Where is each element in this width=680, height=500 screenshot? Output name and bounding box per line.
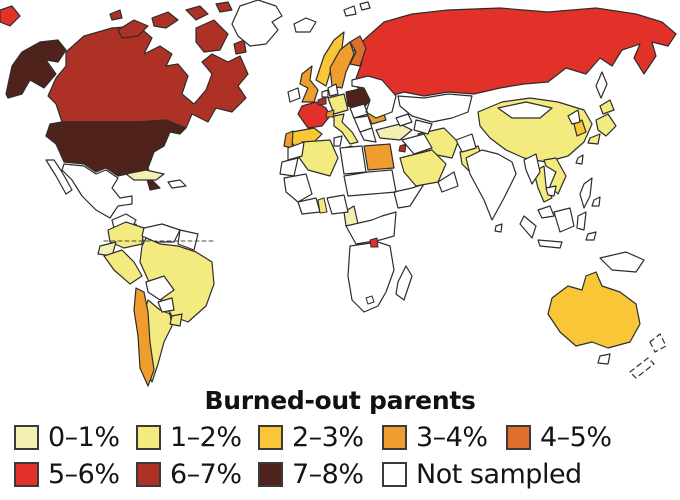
legend-item-6-7: 6–7% bbox=[136, 458, 242, 490]
map-region-cuba bbox=[125, 169, 165, 181]
legend-item-4-5: 4–5% bbox=[506, 421, 612, 453]
map-region-brazil bbox=[139, 237, 215, 323]
map-regions-asia-not-sampled bbox=[395, 71, 645, 273]
map-region-russia bbox=[353, 7, 677, 97]
map-region-norway bbox=[315, 31, 345, 87]
legend-item-2-3: 2–3% bbox=[258, 421, 364, 453]
map-regions-south-america-not-sampled bbox=[141, 223, 199, 313]
map-region-germany bbox=[327, 93, 349, 115]
legend-swatch-2-3 bbox=[258, 424, 283, 450]
legend-label-4-5: 4–5% bbox=[540, 421, 612, 453]
map-region-rwanda-burundi bbox=[369, 237, 379, 248]
map-region-tasmania bbox=[597, 353, 611, 365]
legend-swatch-7-8 bbox=[258, 461, 283, 487]
legend-item-not-sampled: Not sampled bbox=[382, 458, 582, 490]
map-region-japan bbox=[587, 99, 617, 145]
legend-label-3-4: 3–4% bbox=[416, 421, 488, 453]
legend-label-2-3: 2–3% bbox=[292, 421, 364, 453]
legend-label-7-8: 7–8% bbox=[292, 458, 364, 490]
legend-swatch-3-4 bbox=[382, 424, 407, 450]
legend-swatch-4-5 bbox=[506, 424, 531, 450]
legend-label-0-1: 0–1% bbox=[48, 421, 120, 453]
map-region-lebanon bbox=[398, 143, 407, 153]
legend-swatch-not-sampled bbox=[382, 461, 407, 487]
map-region-france bbox=[297, 101, 331, 129]
map-region-canada-arctic-islands bbox=[109, 1, 247, 55]
legend-item-1-2: 1–2% bbox=[136, 421, 242, 453]
world-map bbox=[0, 0, 677, 387]
map-region-egypt bbox=[363, 143, 395, 171]
map-region-portugal bbox=[283, 130, 294, 149]
map-region-belgium bbox=[317, 96, 327, 106]
legend-label-1-2: 1–2% bbox=[170, 421, 242, 453]
legend-label-5-6: 5–6% bbox=[48, 458, 120, 490]
map-region-turkey bbox=[375, 123, 413, 141]
legend: Burned-out parents 0–1% 1–2% 2–3% 3–4% 4… bbox=[0, 384, 680, 500]
map-region-usa-alaska bbox=[5, 39, 67, 99]
map-region-finland bbox=[349, 35, 367, 67]
legend-item-3-4: 3–4% bbox=[382, 421, 488, 453]
legend-swatch-1-2 bbox=[136, 424, 161, 450]
legend-title: Burned-out parents bbox=[204, 386, 476, 415]
map-region-chile bbox=[133, 287, 155, 387]
map-region-uruguay bbox=[169, 313, 183, 327]
legend-label-not-sampled: Not sampled bbox=[416, 458, 582, 490]
map-regions-europe-not-sampled bbox=[287, 1, 397, 143]
map-region-lesotho-outline bbox=[365, 295, 375, 305]
legend-swatch-5-6 bbox=[14, 461, 39, 487]
map-region-togo-benin bbox=[317, 197, 328, 214]
legend-item-0-1: 0–1% bbox=[14, 421, 120, 453]
legend-item-7-8: 7–8% bbox=[258, 458, 364, 490]
legend-swatch-0-1 bbox=[14, 424, 39, 450]
map-region-switzerland bbox=[325, 109, 335, 118]
map-region-russia-west-fragment bbox=[0, 5, 21, 27]
map-region-peru bbox=[103, 249, 143, 285]
legend-label-6-7: 6–7% bbox=[170, 458, 242, 490]
map-region-usa bbox=[45, 119, 187, 191]
legend-item-5-6: 5–6% bbox=[14, 458, 120, 490]
map-region-uk bbox=[299, 65, 319, 103]
legend-swatch-6-7 bbox=[136, 461, 161, 487]
map-region-new-zealand bbox=[629, 333, 667, 379]
map-region-australia bbox=[547, 271, 641, 349]
